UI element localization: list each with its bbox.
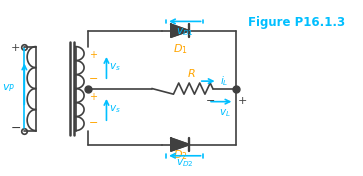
Text: $D_2$: $D_2$: [173, 148, 188, 162]
Text: $D_1$: $D_1$: [173, 42, 188, 56]
Polygon shape: [171, 24, 189, 37]
Text: +: +: [11, 43, 21, 52]
Text: −: −: [89, 74, 98, 84]
Text: $R$: $R$: [188, 67, 196, 79]
Text: −: −: [89, 118, 98, 128]
Text: $i_L$: $i_L$: [220, 74, 229, 88]
Text: +: +: [89, 92, 97, 102]
Text: $v_L$: $v_L$: [219, 107, 231, 119]
Text: $v_{D1}$: $v_{D1}$: [176, 26, 194, 38]
Polygon shape: [171, 138, 189, 151]
Text: Figure P16.1.3: Figure P16.1.3: [248, 16, 346, 29]
Text: −: −: [11, 122, 21, 135]
Text: $v_{D2}$: $v_{D2}$: [176, 158, 193, 169]
Text: $v_P$: $v_P$: [2, 83, 15, 95]
Text: $v_s$: $v_s$: [109, 104, 121, 115]
Text: $v_s$: $v_s$: [109, 62, 121, 74]
Text: −: −: [205, 96, 215, 106]
Text: +: +: [238, 96, 248, 106]
Text: +: +: [89, 50, 97, 60]
